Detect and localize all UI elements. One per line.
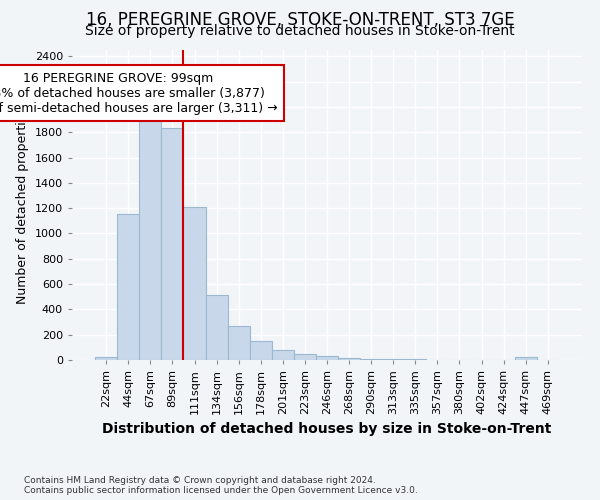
Bar [250,341,272,360]
Bar [161,128,184,360]
X-axis label: Distribution of detached houses by size in Stoke-on-Trent: Distribution of detached houses by size … [103,422,551,436]
Bar [95,357,117,360]
Bar [316,356,338,360]
Bar [272,350,294,360]
Bar [206,296,227,360]
Bar [294,354,316,360]
Text: 16, PEREGRINE GROVE, STOKE-ON-TRENT, ST3 7GE: 16, PEREGRINE GROVE, STOKE-ON-TRENT, ST3… [86,11,514,29]
Bar [338,358,360,360]
Text: 16 PEREGRINE GROVE: 99sqm
← 53% of detached houses are smaller (3,877)
45% of se: 16 PEREGRINE GROVE: 99sqm ← 53% of detac… [0,72,278,114]
Bar [139,114,161,360]
Bar [515,358,537,360]
Bar [184,207,206,360]
Text: Contains HM Land Registry data © Crown copyright and database right 2024.
Contai: Contains HM Land Registry data © Crown c… [24,476,418,495]
Bar [227,326,250,360]
Bar [117,214,139,360]
Y-axis label: Number of detached properties: Number of detached properties [16,106,29,304]
Text: Size of property relative to detached houses in Stoke-on-Trent: Size of property relative to detached ho… [85,24,515,38]
